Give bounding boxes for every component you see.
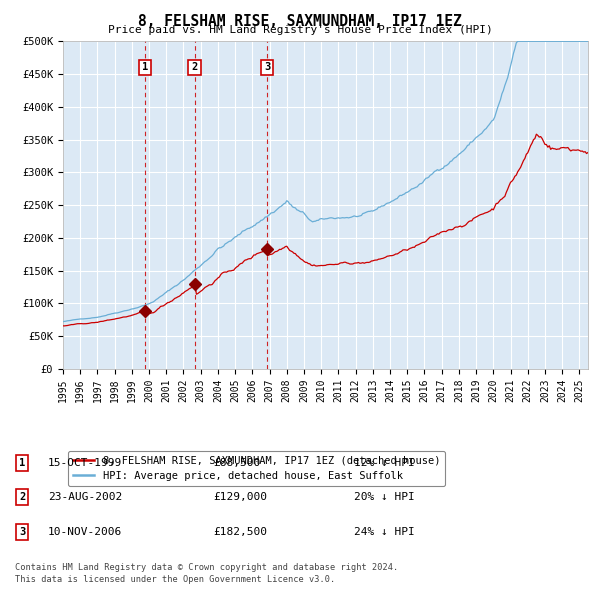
Text: 1: 1 <box>19 458 25 468</box>
Text: This data is licensed under the Open Government Licence v3.0.: This data is licensed under the Open Gov… <box>15 575 335 584</box>
Text: £88,500: £88,500 <box>213 458 260 468</box>
Text: 10-NOV-2006: 10-NOV-2006 <box>48 527 122 536</box>
Text: Price paid vs. HM Land Registry's House Price Index (HPI): Price paid vs. HM Land Registry's House … <box>107 25 493 35</box>
Text: 8, FELSHAM RISE, SAXMUNDHAM, IP17 1EZ: 8, FELSHAM RISE, SAXMUNDHAM, IP17 1EZ <box>138 14 462 28</box>
Text: £182,500: £182,500 <box>213 527 267 536</box>
Text: Contains HM Land Registry data © Crown copyright and database right 2024.: Contains HM Land Registry data © Crown c… <box>15 563 398 572</box>
Text: 3: 3 <box>264 63 270 73</box>
Text: 3: 3 <box>19 527 25 536</box>
Text: 1: 1 <box>142 63 149 73</box>
Text: 20% ↓ HPI: 20% ↓ HPI <box>354 493 415 502</box>
Text: £129,000: £129,000 <box>213 493 267 502</box>
Text: 24% ↓ HPI: 24% ↓ HPI <box>354 527 415 536</box>
Text: 2: 2 <box>19 493 25 502</box>
Text: 2: 2 <box>191 63 197 73</box>
Legend: 8, FELSHAM RISE, SAXMUNDHAM, IP17 1EZ (detached house), HPI: Average price, deta: 8, FELSHAM RISE, SAXMUNDHAM, IP17 1EZ (d… <box>68 451 445 486</box>
Text: 15-OCT-1999: 15-OCT-1999 <box>48 458 122 468</box>
Text: 23-AUG-2002: 23-AUG-2002 <box>48 493 122 502</box>
Text: 12% ↓ HPI: 12% ↓ HPI <box>354 458 415 468</box>
